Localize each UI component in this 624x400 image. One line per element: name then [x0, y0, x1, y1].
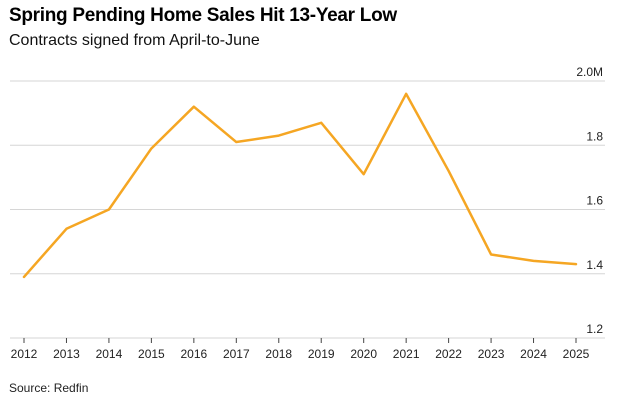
- series-layer: [21, 91, 579, 280]
- x-tick-label: 2024: [520, 347, 547, 361]
- x-tick-label: 2023: [478, 347, 505, 361]
- y-tick-label: 2.0M: [576, 65, 603, 79]
- data-point: [403, 91, 409, 97]
- y-tick-label: 1.4: [586, 258, 603, 272]
- data-point: [63, 226, 69, 232]
- data-point: [21, 274, 27, 280]
- data-point: [276, 133, 282, 139]
- data-point: [106, 207, 112, 213]
- data-point: [148, 145, 154, 151]
- x-tick-label: 2018: [265, 347, 292, 361]
- x-tick-label: 2021: [393, 347, 420, 361]
- data-point: [191, 104, 197, 110]
- source-note: Source: Redfin: [9, 381, 89, 395]
- y-axis-ticks: 2.0M 1.8 1.6 1.4 1.2: [576, 65, 603, 336]
- data-point: [531, 258, 537, 264]
- x-tick-label: 2025: [563, 347, 590, 361]
- y-tick-label: 1.2: [586, 322, 603, 336]
- x-axis-ticks: 2012 2013 2014 2015 2016 2017 2018 2019 2020 2021…: [11, 338, 590, 361]
- chart-subtitle: Contracts signed from April-to-June: [9, 32, 260, 49]
- y-tick-label: 1.6: [586, 194, 603, 208]
- data-point: [446, 168, 452, 174]
- x-tick-label: 2020: [350, 347, 377, 361]
- data-point: [361, 171, 367, 177]
- data-point: [233, 139, 239, 145]
- data-point: [573, 261, 579, 267]
- x-tick-label: 2016: [180, 347, 207, 361]
- x-tick-label: 2012: [11, 347, 38, 361]
- x-tick-label: 2014: [96, 347, 123, 361]
- x-tick-label: 2013: [53, 347, 80, 361]
- data-point: [488, 251, 494, 257]
- x-tick-label: 2015: [138, 347, 165, 361]
- gridlines: [10, 80, 605, 339]
- data-point: [318, 120, 324, 126]
- x-tick-label: 2019: [308, 347, 335, 361]
- x-tick-label: 2022: [435, 347, 462, 361]
- series-line: [22, 92, 578, 279]
- x-tick-label: 2017: [223, 347, 250, 361]
- chart-title: Spring Pending Home Sales Hit 13-Year Lo…: [9, 5, 397, 26]
- y-tick-label: 1.8: [586, 129, 603, 143]
